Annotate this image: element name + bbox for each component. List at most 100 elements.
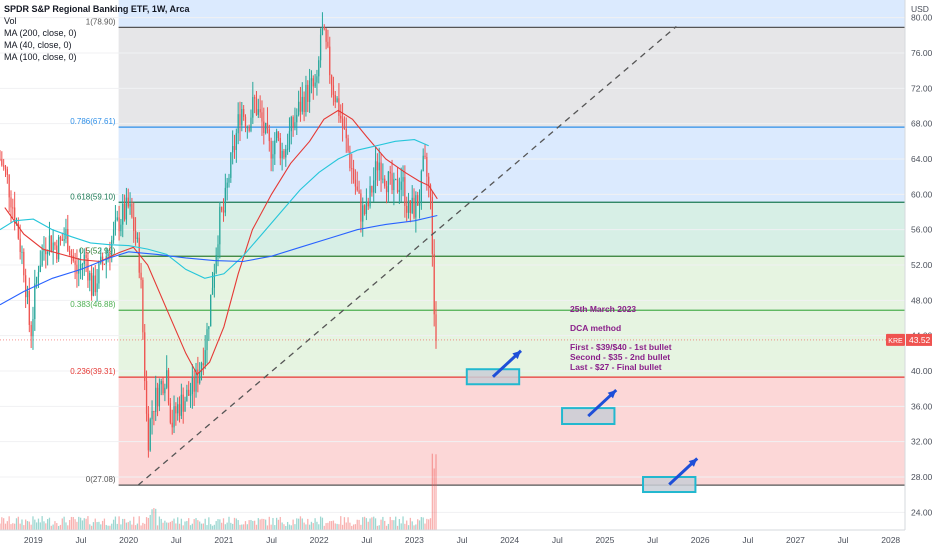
candle-body xyxy=(74,260,76,265)
volume-bar xyxy=(210,524,212,530)
volume-bar xyxy=(413,525,415,530)
candle-body xyxy=(114,220,117,230)
volume-bar xyxy=(25,519,27,530)
volume-bar xyxy=(248,520,250,530)
volume-bar xyxy=(330,521,333,530)
candle-body xyxy=(230,152,232,178)
candle-body xyxy=(180,394,183,416)
price-tick-label: 76.00 xyxy=(911,48,932,58)
candle-body xyxy=(164,387,166,394)
moving-averages xyxy=(0,109,438,376)
volume-bar xyxy=(395,516,397,530)
volume-bar xyxy=(197,520,199,530)
candle-body xyxy=(52,242,54,252)
volume-bar xyxy=(415,524,417,530)
volume-bar xyxy=(122,518,124,530)
volume-bar xyxy=(160,518,162,530)
volume-bar xyxy=(193,519,195,530)
candle-body xyxy=(127,197,129,207)
volume-bar xyxy=(109,525,111,530)
volume-bar xyxy=(305,524,307,530)
candle-body xyxy=(343,127,346,129)
volume-bar xyxy=(340,516,342,530)
volume-bar xyxy=(429,518,432,530)
candle-body xyxy=(175,406,177,414)
volume-bar xyxy=(230,522,232,530)
candle-body xyxy=(422,155,424,172)
candle-body xyxy=(59,237,62,240)
candle-body xyxy=(352,168,355,180)
candle-body xyxy=(136,237,139,239)
fib-label: 0.786(67.61) xyxy=(70,117,116,126)
volume-bar xyxy=(182,525,184,530)
candle-body xyxy=(120,224,122,232)
volume-bar xyxy=(286,521,289,530)
candle-body xyxy=(12,207,14,209)
volume-bar xyxy=(208,517,210,530)
candle-body xyxy=(341,118,344,128)
candle-body xyxy=(259,109,261,113)
volume-bar xyxy=(241,524,243,530)
fib-zones xyxy=(118,0,905,486)
volume-bar xyxy=(428,519,430,530)
candle-body xyxy=(268,129,270,142)
volume-bar xyxy=(264,519,267,530)
volume-bar xyxy=(100,524,102,530)
candle-body xyxy=(393,179,395,191)
volume-bar xyxy=(76,521,78,530)
volume-bar xyxy=(184,521,186,530)
candle-body xyxy=(147,413,150,451)
candle-body xyxy=(188,389,190,396)
volume-bar xyxy=(393,520,395,530)
volume-bar xyxy=(41,516,43,530)
legend-ma-200: MA (200, close, 0) xyxy=(4,28,77,38)
volume-bar xyxy=(321,517,324,530)
volume-bar xyxy=(1,517,3,530)
candle-body xyxy=(131,204,133,218)
annotation-line: Last - $27 - Final bullet xyxy=(570,362,662,372)
volume-bar xyxy=(107,525,109,530)
candle-body xyxy=(96,283,98,293)
volume-bar xyxy=(81,520,84,530)
volume-bar xyxy=(175,523,177,530)
candles xyxy=(0,12,437,458)
candle-body xyxy=(246,127,248,129)
volume-bar xyxy=(307,518,309,530)
volume-bar xyxy=(235,518,237,530)
volume-bar xyxy=(92,522,95,530)
volume-bar xyxy=(294,524,296,530)
candle-body xyxy=(351,168,353,170)
candle-body xyxy=(208,326,210,330)
volume-bar xyxy=(153,508,155,530)
candle-body xyxy=(26,290,29,298)
volume-bar xyxy=(221,522,223,530)
volume-bar xyxy=(376,525,379,530)
volume-bar xyxy=(133,516,135,530)
fib-zone xyxy=(118,256,905,311)
volume-bar xyxy=(37,518,40,530)
candle-body xyxy=(1,159,3,166)
volume-bar xyxy=(155,508,157,530)
volume-bar xyxy=(243,524,245,530)
volume-bar xyxy=(166,522,168,530)
candle-body xyxy=(197,369,199,384)
volume-bar xyxy=(232,523,234,530)
candle-body xyxy=(56,245,58,260)
price-tick-label: 40.00 xyxy=(911,366,932,376)
candle-body xyxy=(134,230,137,239)
candle-body xyxy=(274,140,276,155)
candle-body xyxy=(219,206,221,245)
volume-bar xyxy=(367,521,369,530)
candle-body xyxy=(241,109,243,126)
price-badge-symbol-bg xyxy=(886,333,905,346)
volume-bar xyxy=(101,520,104,530)
volume-bar xyxy=(149,514,151,530)
fib-zone xyxy=(118,377,905,486)
volume-bar xyxy=(420,517,422,530)
legend-title: SPDR S&P Regional Banking ETF, 1W, Arca xyxy=(4,4,190,14)
fib-label: 0.5(52.99) xyxy=(79,246,116,255)
candle-body xyxy=(340,115,342,119)
fib-label: 0.618(59.10) xyxy=(70,192,116,201)
